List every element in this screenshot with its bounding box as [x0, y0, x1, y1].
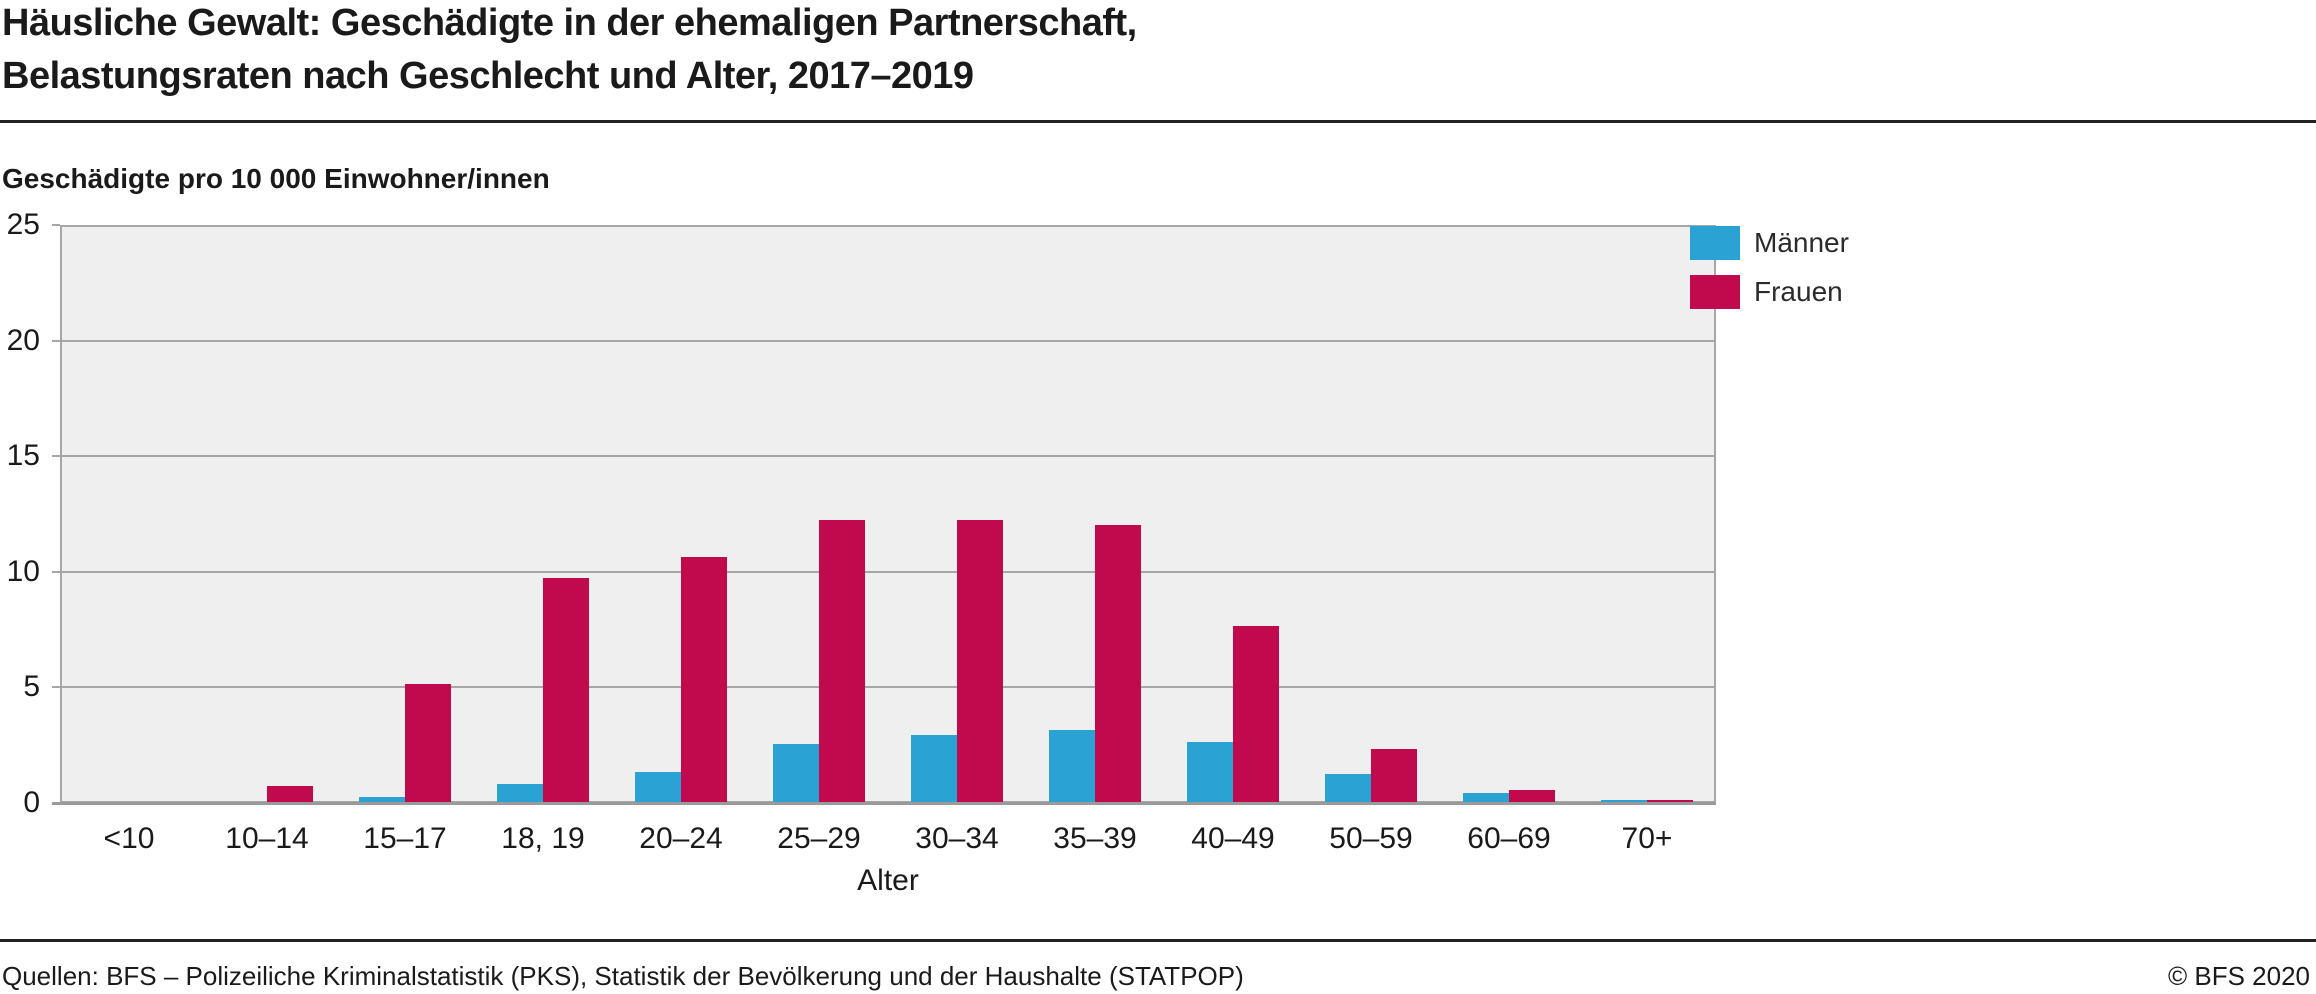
bar-maenner-2: [359, 797, 405, 802]
y-tick-25: [52, 224, 60, 226]
gridline-20: [60, 340, 1716, 342]
bar-frauen-10: [1509, 790, 1555, 802]
y-tick-5: [52, 686, 60, 688]
x-tick-label-9: 50–59: [1329, 822, 1413, 855]
bar-frauen-2: [405, 684, 451, 802]
x-tick-label-4: 20–24: [639, 822, 723, 855]
bar-frauen-11: [1647, 800, 1693, 802]
bar-frauen-1: [267, 786, 313, 802]
footer-source-text: Quellen: BFS – Polizeiliche Kriminalstat…: [2, 961, 1244, 991]
x-tick-label-2: 15–17: [363, 822, 447, 855]
bar-maenner-4: [635, 772, 681, 802]
gridline-5: [60, 686, 1716, 688]
x-tick-label-10: 60–69: [1467, 822, 1551, 855]
bar-maenner-11: [1601, 800, 1647, 802]
legend-swatch-frauen: [1690, 275, 1740, 309]
plot-area: [60, 225, 1716, 803]
bar-maenner-6: [911, 735, 957, 802]
x-tick-label-11: 70+: [1621, 822, 1673, 855]
y-tick-20: [52, 340, 60, 342]
footer-copyright-text: © BFS 2020: [2167, 961, 2310, 991]
footer-divider: [0, 939, 2316, 942]
legend-swatch-maenner: [1690, 226, 1740, 260]
bar-maenner-10: [1463, 793, 1509, 802]
x-tick-label-3: 18, 19: [501, 822, 585, 855]
bar-frauen-3: [543, 578, 589, 802]
legend-label-frauen: Frauen: [1754, 276, 1843, 307]
bar-frauen-4: [681, 557, 727, 802]
y-tick-label-10: 10: [6, 555, 40, 588]
x-tick-label-0: <10: [103, 822, 155, 855]
bar-maenner-5: [773, 744, 819, 802]
x-axis-title: Alter: [857, 864, 919, 897]
y-tick-label-5: 5: [23, 670, 40, 703]
gridline-10: [60, 571, 1716, 573]
x-tick-label-7: 35–39: [1053, 822, 1137, 855]
bar-frauen-5: [819, 520, 865, 802]
x-tick-label-8: 40–49: [1191, 822, 1275, 855]
y-tick-10: [52, 571, 60, 573]
page-title-line-2: Belastungsraten nach Geschlecht und Alte…: [2, 55, 974, 97]
bar-frauen-6: [957, 520, 1003, 802]
bar-frauen-8: [1233, 626, 1279, 802]
y-tick-label-15: 15: [6, 439, 40, 472]
y-axis-unit-label: Geschädigte pro 10 000 Einwohner/innen: [2, 163, 550, 194]
x-tick-label-5: 25–29: [777, 822, 861, 855]
y-tick-label-0: 0: [23, 786, 40, 819]
x-tick-label-1: 10–14: [225, 822, 309, 855]
bar-maenner-9: [1325, 774, 1371, 802]
bar-maenner-7: [1049, 730, 1095, 802]
y-tick-label-20: 20: [6, 324, 40, 357]
legend-label-maenner: Männer: [1754, 227, 1849, 258]
x-tick-label-6: 30–34: [915, 822, 999, 855]
bar-maenner-8: [1187, 742, 1233, 802]
y-tick-15: [52, 455, 60, 457]
bar-frauen-7: [1095, 525, 1141, 802]
x-axis-baseline: [52, 802, 1716, 805]
title-divider: [0, 120, 2316, 123]
page-title-line-1: Häusliche Gewalt: Geschädigte in der ehe…: [2, 2, 1137, 44]
gridline-15: [60, 455, 1716, 457]
bar-frauen-9: [1371, 749, 1417, 802]
bar-maenner-3: [497, 784, 543, 802]
y-tick-label-25: 25: [6, 208, 40, 241]
